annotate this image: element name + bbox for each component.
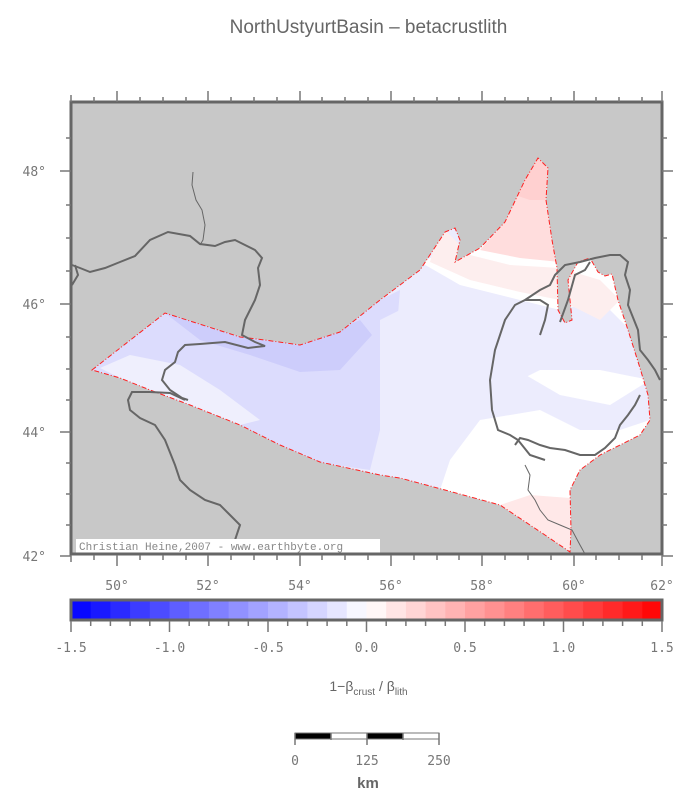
colorbar-cell <box>149 600 170 620</box>
colorbar-cell <box>327 600 348 620</box>
colorbar-tick-label: 1.5 <box>650 641 673 656</box>
colorbar-label-sub-lith: lith <box>394 686 408 698</box>
colorbar-cell <box>169 600 190 620</box>
colorbar-cell <box>583 600 604 620</box>
map-frame <box>69 100 664 556</box>
rivers <box>191 171 586 555</box>
colorbar-label: 1−βcrust / βlith <box>0 678 697 698</box>
x-tick-labels: 50° 52° 54° 56° 58° 60° 62° <box>105 579 673 594</box>
scale-unit: km <box>357 775 379 792</box>
scale-bar: 0 125 250 <box>291 732 451 769</box>
y-ticks <box>60 137 673 557</box>
colorbar-tick-label: 0.5 <box>453 641 476 656</box>
x-tick-label: 58° <box>470 579 493 594</box>
colorbar-tick-label: -1.0 <box>154 641 185 656</box>
colorbar-cell <box>346 600 367 620</box>
colorbar-cell <box>504 600 525 620</box>
x-ticks-bottom <box>70 555 663 566</box>
colorbar-cell <box>307 600 328 620</box>
x-tick-label: 52° <box>196 579 219 594</box>
map-title: NorthUstyurtBasin – betacrustlith <box>229 17 508 38</box>
scale-label: 0 <box>291 754 299 769</box>
y-tick-label: 48° <box>23 165 46 180</box>
colorbar-cell <box>287 600 308 620</box>
colorbar-cell <box>189 600 210 620</box>
colorbar-cell <box>386 600 407 620</box>
colorbar-ticks <box>70 621 663 632</box>
colorbar-cell <box>563 600 584 620</box>
x-tick-label: 50° <box>105 579 128 594</box>
y-tick-label: 42° <box>23 550 46 565</box>
colorbar-cell <box>71 600 92 620</box>
colorbar-tick-labels: -1.5 -1.0 -0.5 0.0 0.5 1.0 1.5 <box>55 641 673 656</box>
colorbar-cell <box>228 600 249 620</box>
colorbar-tick-label: -1.5 <box>55 641 86 656</box>
scale-label: 125 <box>355 754 378 769</box>
colorbar <box>71 600 663 620</box>
colorbar-cell <box>465 600 486 620</box>
x-tick-label: 62° <box>650 579 673 594</box>
colorbar-tick-label: 1.0 <box>552 641 575 656</box>
y-tick-label: 44° <box>23 426 46 441</box>
colorbar-cell <box>425 600 446 620</box>
colorbar-cell <box>524 600 545 620</box>
colorbar-cell <box>543 600 564 620</box>
colorbar-cell <box>602 600 624 620</box>
basin-boundary <box>90 157 651 553</box>
colorbar-cell <box>208 600 230 620</box>
colorbar-cell <box>642 600 663 620</box>
scale-label: 250 <box>427 754 450 769</box>
x-tick-label: 60° <box>562 579 585 594</box>
colorbar-label-mid: / β <box>375 678 395 694</box>
credit-box <box>76 539 380 553</box>
colorbar-cell <box>484 600 505 620</box>
colorbar-cell <box>268 600 289 620</box>
colorbar-tick-label: 0.0 <box>355 641 378 656</box>
colorbar-cell <box>110 600 131 620</box>
colorbar-cell <box>248 600 269 620</box>
y-tick-label: 46° <box>23 298 46 313</box>
credit-text: Christian Heine,2007 - www.earthbyte.org <box>79 542 343 554</box>
colorbar-cell <box>366 600 387 620</box>
colorbar-label-sub-crust: crust <box>353 686 376 698</box>
x-ticks-top <box>70 91 663 102</box>
colorbar-cell <box>90 600 111 620</box>
colorbar-cell <box>445 600 466 620</box>
colorbar-label-main: 1−β <box>329 678 354 694</box>
colorbar-frame <box>69 598 664 622</box>
colorbar-tick-label: -0.5 <box>252 641 283 656</box>
colorbar-cell <box>130 600 151 620</box>
x-tick-label: 54° <box>288 579 311 594</box>
colorbar-cell <box>405 600 427 620</box>
colorbar-cell <box>622 600 643 620</box>
y-tick-labels: 42° 44° 46° 48° <box>23 165 46 565</box>
x-tick-label: 56° <box>379 579 402 594</box>
